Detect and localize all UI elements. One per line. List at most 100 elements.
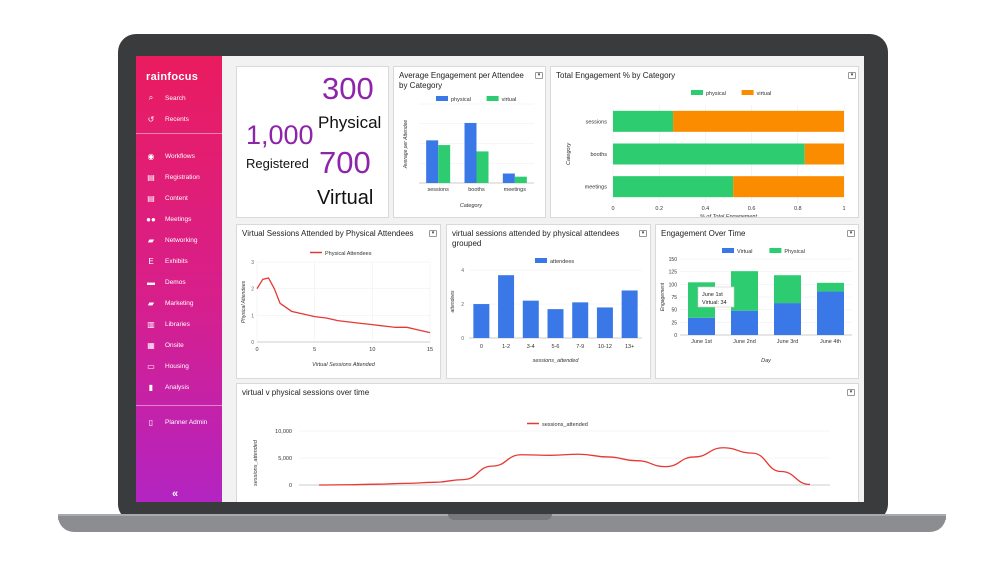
sidebar-item-search[interactable]: ⌕ Search [136, 90, 222, 106]
sidebar-item-demos[interactable]: ▬ Demos [136, 274, 222, 290]
bar [502, 173, 515, 183]
sidebar-item-workflows[interactable]: ◉ Workflows [136, 148, 222, 164]
x-tick-label: 0 [611, 206, 614, 212]
building-icon: ▦ [147, 340, 155, 350]
y-axis-label: sessions_attended [253, 439, 259, 486]
panel-title: Average Engagement per Attendee by Categ… [399, 71, 524, 90]
bar [473, 304, 490, 338]
bar [426, 140, 439, 183]
compass-icon: ◉ [147, 151, 155, 161]
sidebar-item-analysis[interactable]: ▮ Analysis [136, 379, 222, 395]
x-tick-label: 10 [369, 347, 375, 353]
over-time-chart: sessions_attended 0 5,000 10,000 sessions_at… [253, 422, 830, 489]
screen: rainfocus ⌕ Search ↺ Recents ◉ Workflows ▤… [136, 56, 864, 502]
x-tick-label: 1 [842, 206, 845, 212]
legend-entry: virtual [757, 91, 772, 97]
x-tick-label: 0 [255, 347, 258, 353]
x-tick-label: meetings [504, 187, 527, 193]
y-tick-label: 75 [671, 295, 677, 301]
bar [733, 176, 844, 198]
sidebar-item-label: Content [165, 194, 188, 202]
y-tick-label: 2 [251, 287, 254, 293]
legend-swatch [691, 90, 703, 95]
sidebar: rainfocus ⌕ Search ↺ Recents ◉ Workflows ▤… [136, 56, 222, 502]
sidebar-item-marketing[interactable]: ▰ Marketing [136, 295, 222, 311]
bar [774, 275, 801, 304]
legend-entry: Virtual [737, 249, 753, 255]
demo-icon: ▬ [147, 277, 155, 287]
y-axis-label: Physical Attendees [241, 280, 247, 323]
sidebar-item-networking[interactable]: ▰ Networking [136, 232, 222, 248]
collapse-sidebar-button[interactable]: « [172, 488, 179, 500]
laptop-notch [448, 514, 552, 520]
sidebar-item-housing[interactable]: ▭ Housing [136, 358, 222, 374]
legend-swatch [722, 248, 734, 253]
y-tick-label: 0 [461, 336, 464, 342]
bar [673, 110, 844, 132]
sidebar-item-label: Workflows [165, 152, 195, 160]
panel-menu-dropdown[interactable]: ▾ [535, 72, 543, 79]
panel-title: virtual sessions attended by physical at… [452, 229, 620, 248]
sidebar-item-label: Networking [165, 236, 198, 244]
library-icon: ▥ [147, 319, 155, 329]
panel-title: Total Engagement % by Category [556, 71, 676, 80]
panel-menu-dropdown[interactable]: ▾ [848, 72, 856, 79]
history-icon: ↺ [147, 114, 155, 124]
x-tick-label: 1-2 [502, 344, 510, 350]
y-axis-label: Average per Attendee [403, 120, 409, 170]
sidebar-item-onsite[interactable]: ▦ Onsite [136, 337, 222, 353]
bookmark-icon: ▯ [148, 417, 154, 427]
sidebar-item-meetings[interactable]: ●● Meetings [136, 211, 222, 227]
x-tick-label: 0.4 [702, 206, 710, 212]
x-tick-label: June 4th [820, 339, 841, 345]
y-tick-label: booths [590, 152, 607, 158]
bar [547, 309, 564, 338]
x-tick-label: 0.6 [748, 206, 756, 212]
sidebar-item-label: Planner Admin [165, 418, 208, 426]
sidebar-item-content[interactable]: ▤ Content [136, 190, 222, 206]
x-tick-label: 5-6 [552, 344, 560, 350]
y-axis-label: attendees [450, 290, 456, 312]
x-tick-label: 10-12 [598, 344, 612, 350]
engagement-time-panel: Engagement Over Time ▾ Virtual Physical 0 2… [655, 224, 859, 379]
bar [688, 317, 715, 335]
sidebar-item-label: Analysis [165, 383, 190, 391]
bar [596, 307, 613, 338]
bar [817, 282, 844, 292]
sidebar-item-label: Search [165, 94, 186, 102]
x-tick-label: June 3rd [777, 339, 798, 345]
bar [731, 271, 758, 311]
summary-panel: 300 Physical 1,000 Registered 700 Virtua… [236, 66, 389, 218]
chat-icon: ▰ [147, 235, 155, 245]
sidebar-item-exhibits[interactable]: E Exhibits [136, 253, 222, 269]
x-axis-label: sessions_attended [533, 358, 580, 364]
sidebar-item-planner-admin[interactable]: ▯ Planner Admin [136, 414, 222, 430]
sidebar-divider [136, 133, 222, 134]
sidebar-item-registration[interactable]: ▤ Registration [136, 169, 222, 185]
x-axis-label: Virtual Sessions Attended [312, 362, 376, 368]
sidebar-item-label: Registration [165, 173, 200, 181]
x-tick-label: sessions [427, 187, 449, 193]
panel-menu-dropdown[interactable]: ▾ [639, 230, 647, 237]
engagement-time-chart: Virtual Physical 0 25 50 75 100 125 150 June 1st J… [660, 248, 852, 364]
series-line [256, 277, 431, 334]
panel-menu-dropdown[interactable]: ▾ [847, 230, 855, 237]
y-tick-label: 50 [671, 308, 677, 314]
panel-title: virtual v physical sessions over time [242, 388, 370, 397]
panel-title: Virtual Sessions Attended by Physical At… [242, 229, 414, 238]
search-icon: ⌕ [148, 93, 154, 102]
x-tick-label: June 2nd [733, 339, 756, 345]
sidebar-item-libraries[interactable]: ▥ Libraries [136, 316, 222, 332]
y-tick-label: 1 [251, 313, 254, 319]
sidebar-item-recents[interactable]: ↺ Recents [136, 111, 222, 127]
sidebar-divider [136, 405, 222, 406]
panel-title: Engagement Over Time [661, 229, 746, 238]
legend-entry: Physical Attendees [325, 251, 372, 257]
y-tick-label: 5,000 [278, 456, 292, 462]
y-tick-label: 10,000 [275, 429, 292, 435]
y-tick-label: 150 [669, 257, 678, 263]
panel-menu-dropdown[interactable]: ▾ [847, 389, 855, 396]
sidebar-item-label: Housing [165, 362, 189, 370]
sidebar-item-label: Marketing [165, 299, 194, 307]
panel-menu-dropdown[interactable]: ▾ [429, 230, 437, 237]
